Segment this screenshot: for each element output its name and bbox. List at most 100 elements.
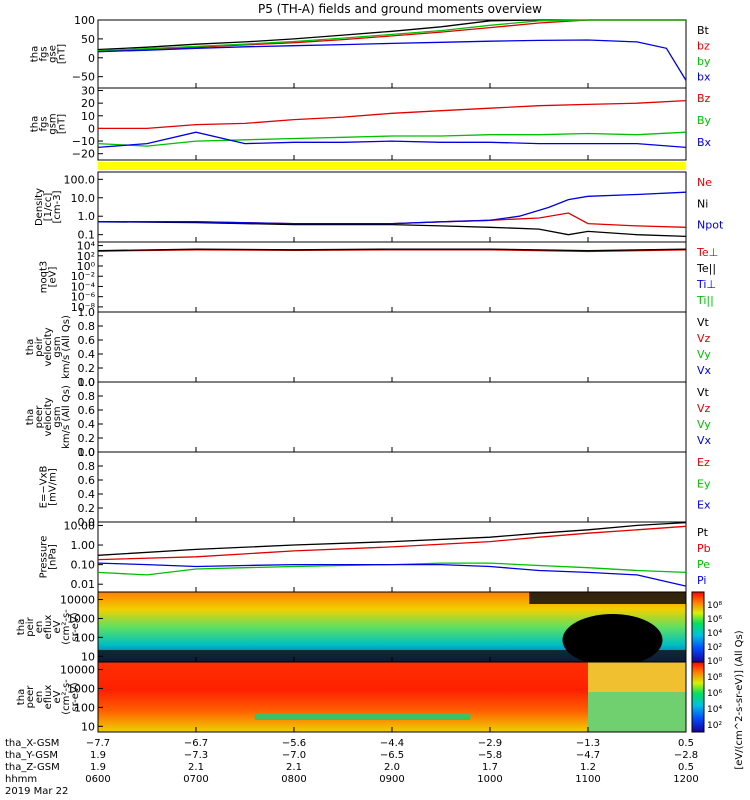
- fgs-gse-legend-3: bx: [697, 71, 711, 84]
- peir-velocity-ytick-label: 0.4: [78, 348, 96, 361]
- peir-velocity-ylabel-line: velocity: [43, 327, 54, 366]
- peer-spectrogram-ylabel-line: sr-eV): [70, 682, 81, 711]
- xaxis-value: 1000: [477, 774, 502, 785]
- peer-velocity-ytick-label: 0.8: [78, 390, 96, 403]
- peer-velocity-frame: [97, 381, 687, 453]
- temperature-legend-0: Te⊥: [696, 246, 718, 259]
- colorbar-lower-tick: 10⁸: [707, 673, 722, 683]
- colorbar-lower: [691, 661, 705, 733]
- xaxis-value: 0600: [85, 774, 110, 785]
- series-temperature-11: [97, 248, 687, 252]
- peer-velocity-ytick-label: 0.6: [78, 404, 96, 417]
- series-pressure-12: [97, 521, 687, 556]
- series-density-8: [97, 221, 687, 238]
- efield-frame: [97, 451, 687, 523]
- fgs-gsm-legend-2: Bx: [697, 136, 712, 149]
- peir-noise-bottom: [98, 650, 686, 662]
- fgs-gse-ytick-label: 50: [81, 33, 95, 46]
- xaxis-value: −7.7: [86, 738, 110, 749]
- temperature-ylabel-line: [eV]: [48, 267, 59, 288]
- efield-legend-0: Ez: [697, 456, 710, 469]
- fgs-gsm-ytick-label: 10: [81, 110, 95, 123]
- peir-spectrogram-ylabel-line: peir: [25, 616, 36, 636]
- peer-velocity-ytick-label: 0.2: [78, 432, 96, 445]
- fgs-gsm-ytick-label: −10: [72, 135, 95, 148]
- efield-ylabel: E=−VxB[mV/m]: [39, 466, 59, 509]
- peer-green-band: [254, 714, 471, 720]
- fgs-gse-frame: [97, 19, 687, 89]
- peer-velocity-ylabel-line: km/s (All Qs): [61, 385, 72, 449]
- xaxis-row-label: tha_Z-GSM: [5, 762, 60, 773]
- peir-velocity-ylabel-line: gsm: [52, 336, 63, 357]
- xaxis-value: −4.7: [576, 750, 600, 761]
- xaxis-value: −7.0: [282, 750, 306, 761]
- colorbar-lower-tick: 10²: [707, 721, 722, 731]
- xaxis-value: 0800: [281, 774, 306, 785]
- series-fgs-gse-2: [97, 19, 686, 52]
- efield-ytick-label: 0.0: [78, 516, 96, 529]
- density-ytick-label: 1.0: [78, 210, 96, 223]
- xaxis-row-label: hhmm: [5, 774, 37, 785]
- fgs-gse-legend-0: Bt: [697, 24, 710, 37]
- xaxis-row-label: 2019 Mar 22: [5, 786, 68, 797]
- fgs-gsm-legend-1: By: [697, 114, 712, 127]
- xaxis-value: 2.1: [188, 762, 204, 773]
- fgs-gsm-ytick-label: 20: [81, 97, 95, 110]
- peir-velocity-ylabel-line: peir: [34, 336, 45, 356]
- xaxis-value: −6.7: [184, 738, 208, 749]
- density-legend-0: Ne: [697, 176, 712, 189]
- fgs-gsm-ytick-label: 30: [81, 85, 95, 98]
- peir-velocity-frame: [97, 311, 687, 383]
- xaxis-value: −5.6: [282, 738, 306, 749]
- xaxis-row-label: tha_X-GSM: [5, 738, 59, 749]
- pressure-ylabel-line: [nPa]: [48, 544, 59, 570]
- efield-legend-1: Ey: [697, 477, 711, 490]
- peer-spectrogram-ylabel-line: peer: [25, 685, 36, 709]
- peer-spectrogram-ytick-label: 10: [81, 720, 95, 733]
- pressure-legend-2: Pe: [697, 558, 710, 571]
- peir-spectrogram-ylabel-line: eV: [52, 620, 63, 633]
- peir-velocity-ytick-label: 1.0: [78, 306, 96, 319]
- peir-spectrogram-ylabel-line: sr-eV): [70, 612, 81, 641]
- peir-velocity-ytick-label: 0.8: [78, 320, 96, 333]
- peir-spectrogram-ylabel-line: tha: [16, 619, 27, 635]
- colorbar-upper-tick: 10²: [707, 643, 722, 653]
- fgs-gse-ylabel-line: [nT]: [57, 44, 68, 64]
- peer-green-region: [588, 692, 686, 732]
- peer-spectrogram-ytick-label: 1000: [67, 682, 95, 695]
- xaxis-value: 0700: [183, 774, 208, 785]
- pressure-ytick-label: 1.00: [71, 539, 96, 552]
- series-fgs-gsm-4: [98, 99, 687, 130]
- pressure-ytick-label: 0.10: [71, 559, 96, 572]
- peir-dark-blob: [562, 614, 663, 666]
- pressure-legend-0: Pt: [697, 526, 709, 539]
- density-ylabel: Density[1/cc][cm-3]: [34, 188, 63, 226]
- pressure-ytick-label: 10.00: [64, 519, 96, 532]
- fgs-gsm-ylabel-line: tha: [30, 116, 41, 132]
- peer-velocity-legend-0: Vt: [697, 386, 710, 399]
- colorbar-upper: [691, 591, 705, 663]
- density-ylabel-line: [1/cc]: [43, 193, 54, 222]
- xaxis-row-label: tha_Y-GSM: [5, 750, 58, 761]
- temperature-legend-2: Ti⊥: [696, 278, 716, 291]
- xaxis-value: 0.5: [678, 738, 694, 749]
- density-ytick-label: 10.0: [71, 192, 96, 205]
- xaxis-value: −5.8: [478, 750, 502, 761]
- temperature-frame: [97, 241, 687, 313]
- fgs-gse-ylabel-line: tha: [30, 46, 41, 62]
- xaxis-value: −4.4: [380, 738, 404, 749]
- xaxis-value: −6.5: [380, 750, 404, 761]
- pressure-ytick-label: 0.01: [71, 578, 96, 591]
- peer-velocity-ytick-label: 0.4: [78, 418, 96, 431]
- temperature-ytick-label: 10⁻⁶: [71, 291, 96, 304]
- peir-velocity-ylabel-line: tha: [25, 339, 36, 355]
- series-pressure-13: [97, 525, 687, 561]
- peer-velocity-ytick-label: 0.0: [78, 446, 96, 459]
- temperature-legend-1: Te||: [696, 262, 716, 275]
- status-bar: [98, 162, 686, 170]
- xaxis-value: 1.2: [580, 762, 596, 773]
- series-density-9: [98, 191, 687, 225]
